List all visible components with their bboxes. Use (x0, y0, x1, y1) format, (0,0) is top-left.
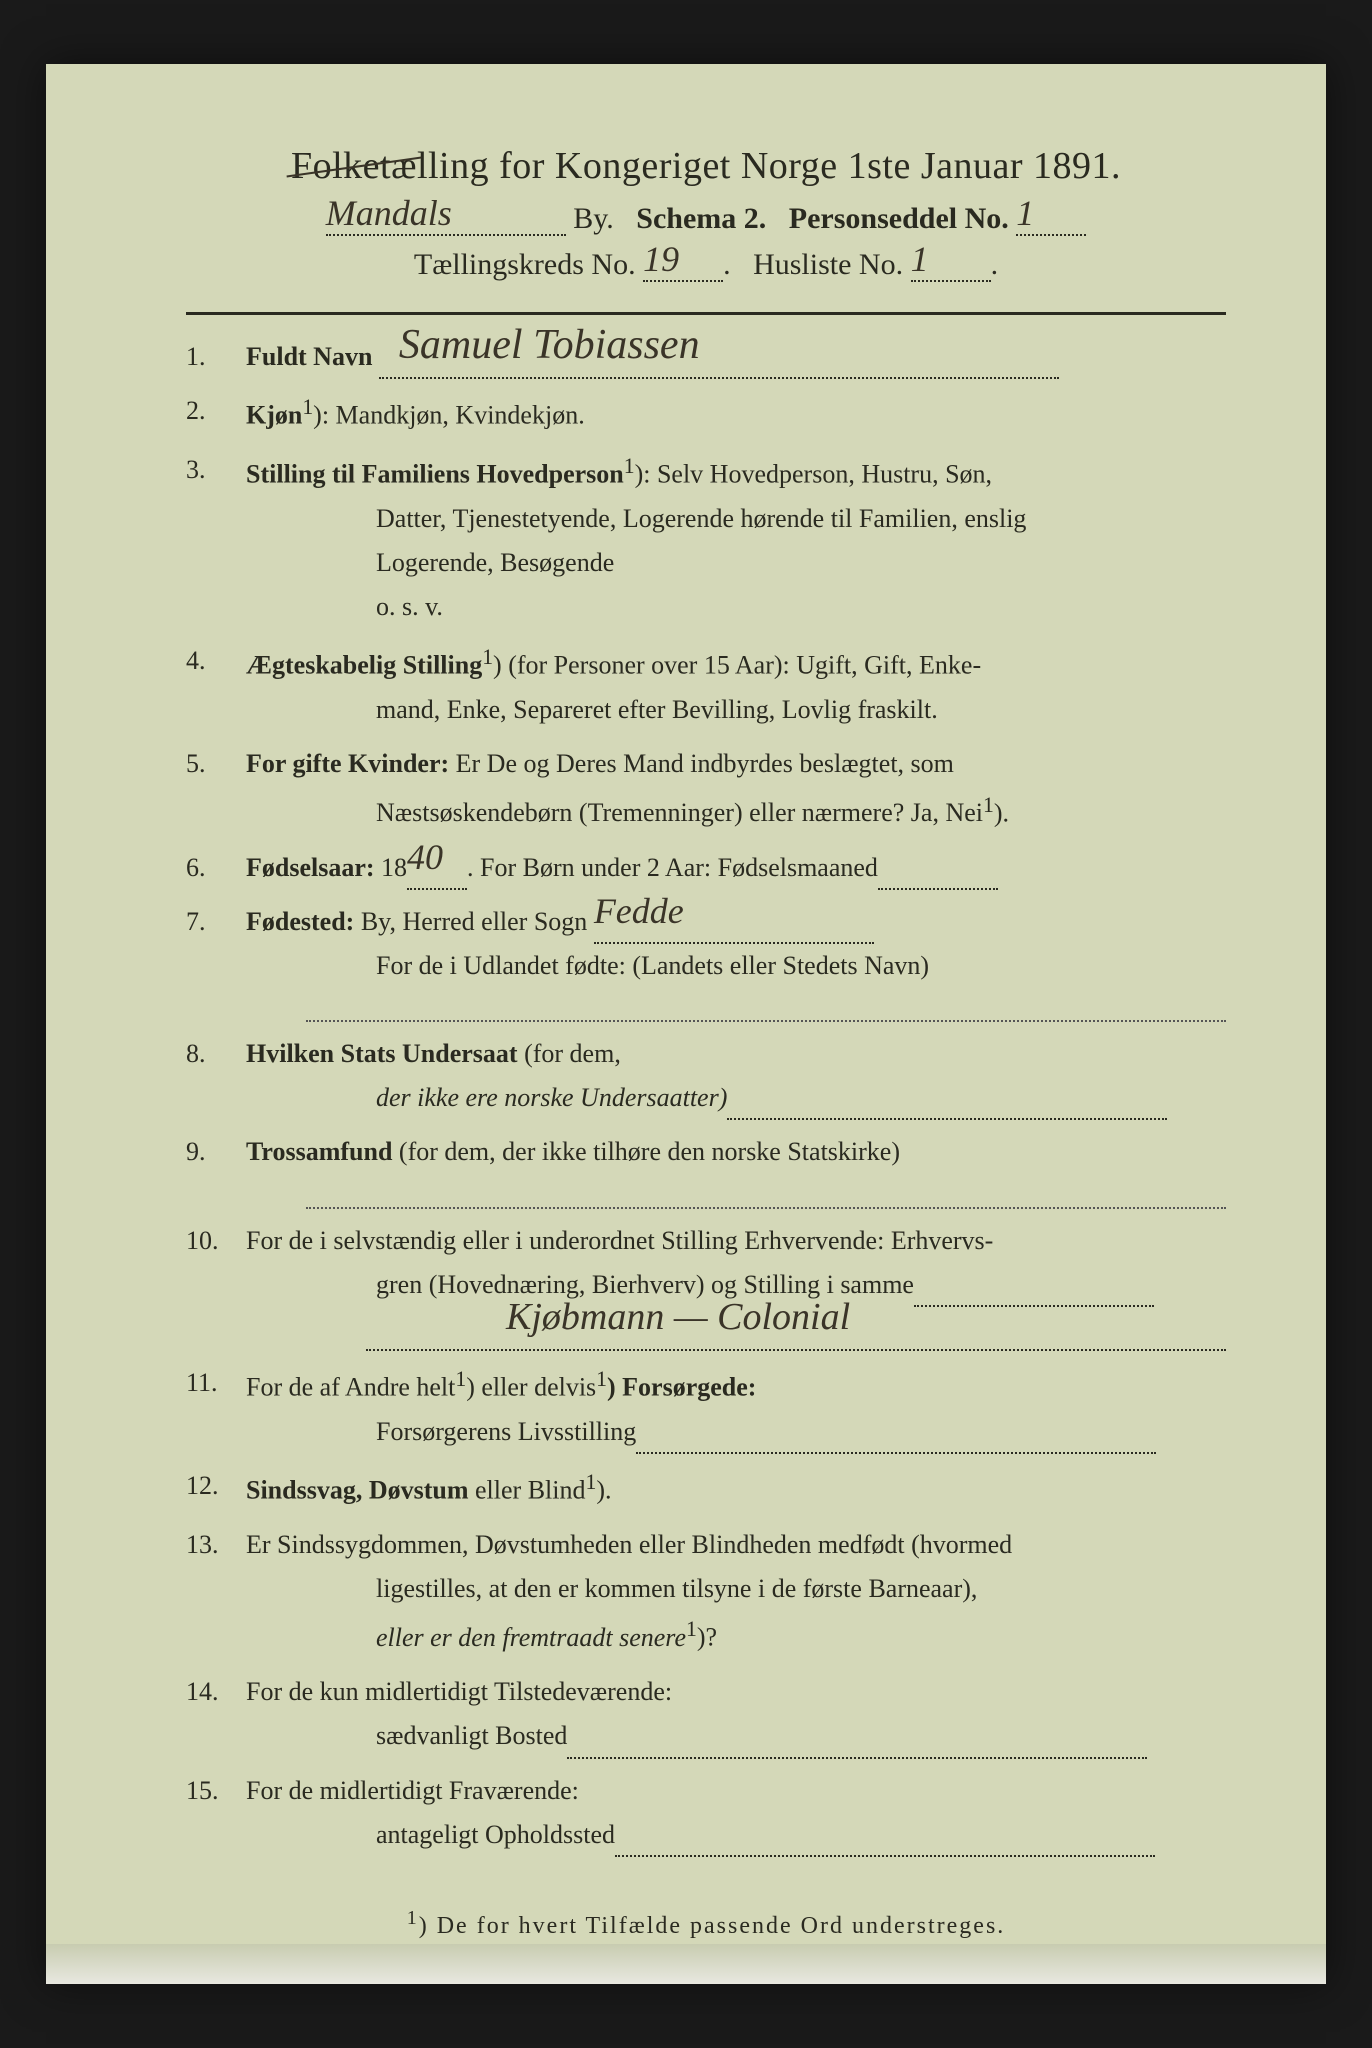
birth-year: 40 (407, 827, 443, 888)
field-6: 6. Fødselsaar: 1840. For Børn under 2 Aa… (186, 846, 1226, 890)
field-15: 15. For de midlertidigt Fraværende: anta… (186, 1769, 1226, 1857)
form-title: Folketælling for Kongeriget Norge 1ste J… (186, 144, 1226, 188)
field-9: 9. Trossamfund (for dem, der ikke tilhør… (186, 1130, 1226, 1208)
field-10: 10. For de i selvstændig eller i underor… (186, 1219, 1226, 1352)
field-5: 5. For gifte Kvinder: Er De og Deres Man… (186, 742, 1226, 835)
personseddel-no: 1 (1016, 192, 1034, 234)
taellingskreds-no: 19 (643, 238, 679, 280)
city-name: Mandals (326, 192, 452, 234)
field-list: 1. Fuldt Navn Samuel Tobiassen 2. Kjøn1)… (186, 335, 1226, 1857)
field-12: 12. Sindssvag, Døvstum eller Blind1). (186, 1464, 1226, 1513)
field-4: 4. Ægteskabelig Stilling1) (for Personer… (186, 639, 1226, 732)
field-7: 7. Fødested: By, Herred eller Sogn Fedde… (186, 900, 1226, 1022)
field-14: 14. For de kun midlertidigt Tilstedevære… (186, 1670, 1226, 1758)
field-8: 8. Hvilken Stats Undersaat (for dem, der… (186, 1032, 1226, 1120)
header-divider (186, 312, 1226, 315)
field-13: 13. Er Sindssygdommen, Døvstumheden elle… (186, 1523, 1226, 1660)
field-1: 1. Fuldt Navn Samuel Tobiassen (186, 335, 1226, 379)
field-2: 2. Kjøn1): Mandkjøn, Kvindekjøn. (186, 389, 1226, 438)
husliste-no: 1 (911, 238, 929, 280)
footnote: 1) De for hvert Tilfælde passende Ord un… (186, 1907, 1226, 1940)
occupation: Kjøbmann — Colonial (506, 1285, 850, 1350)
field-11: 11. For de af Andre helt1) eller delvis1… (186, 1361, 1226, 1454)
form-header: Folketælling for Kongeriget Norge 1ste J… (186, 144, 1226, 282)
full-name: Samuel Tobiassen (399, 310, 700, 381)
kreds-row: Tællingskreds No. 19. Husliste No. 1. (186, 246, 1226, 282)
city-row: Mandals By. Schema 2. Personseddel No. 1 (186, 200, 1226, 236)
page-bottom-edge (46, 1944, 1326, 1984)
birthplace: Fedde (594, 881, 684, 942)
census-form-page: Folketælling for Kongeriget Norge 1ste J… (46, 64, 1326, 1984)
field-3: 3. Stilling til Familiens Hovedperson1):… (186, 448, 1226, 629)
